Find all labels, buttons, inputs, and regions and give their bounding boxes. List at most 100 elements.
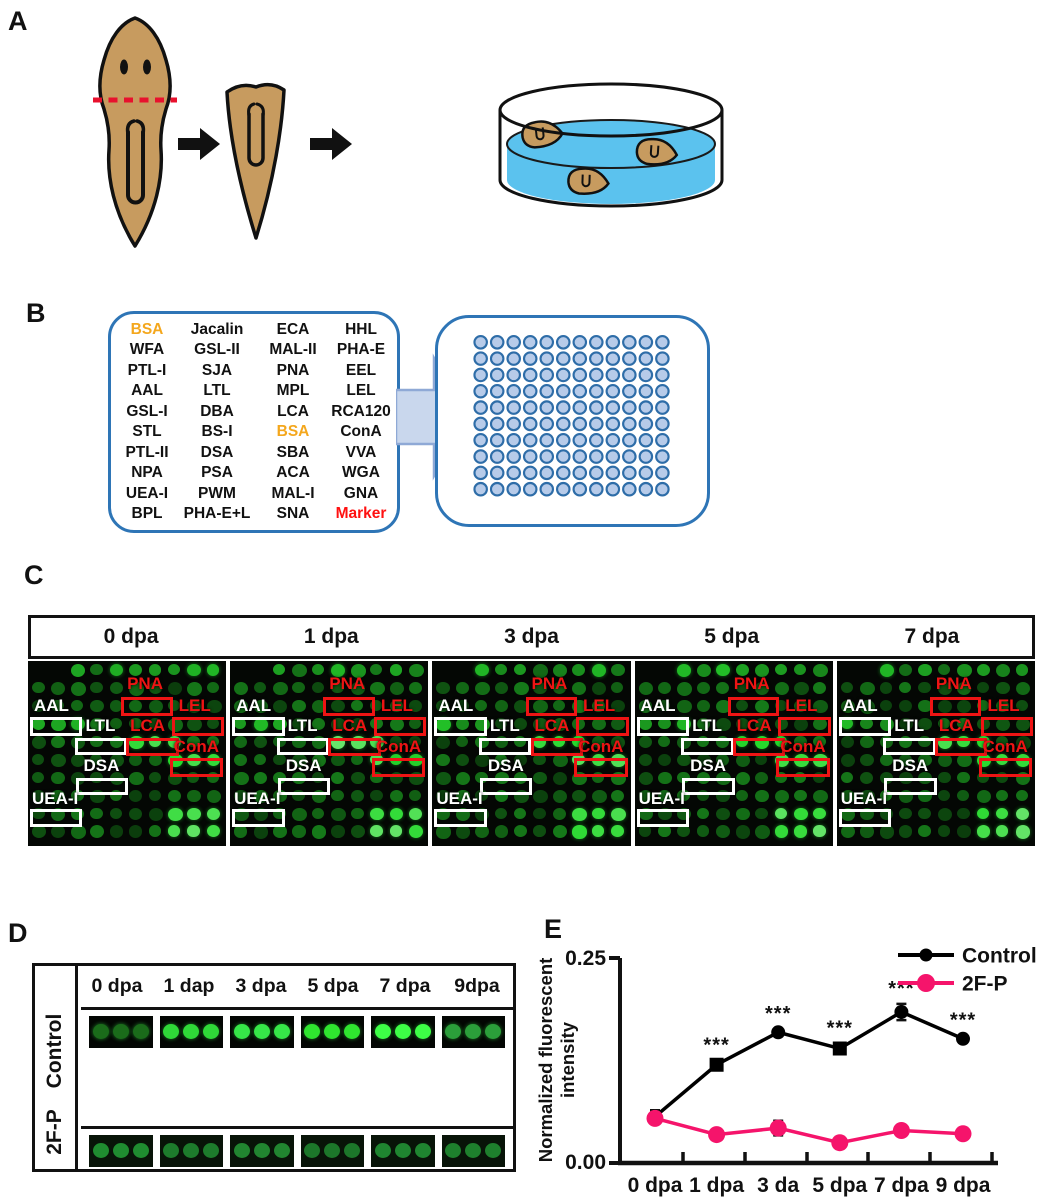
- plate-well: [473, 367, 488, 383]
- microarray-dot: [755, 681, 770, 695]
- data-point: [708, 1126, 726, 1144]
- microarray-dot: [292, 717, 307, 731]
- plate-well: [473, 416, 488, 432]
- microarray-dot: [533, 717, 549, 732]
- microarray-dot: [167, 825, 181, 837]
- planarian-whole: [93, 16, 177, 248]
- lca-label: LCA: [534, 716, 570, 736]
- microarray-dot: [408, 735, 422, 748]
- microarray-dot: [273, 663, 286, 676]
- microarray-dot: [331, 717, 346, 732]
- timepoint-label: 3 dpa: [504, 625, 559, 648]
- microarray-dot: [1015, 699, 1028, 712]
- microarray-dot: [533, 789, 549, 804]
- microarray-dot: [167, 717, 183, 732]
- microarray-dot: [696, 825, 710, 837]
- microarray-image: PNA AAL LEL LTL LCA ConA DSA UEA-I: [432, 661, 631, 846]
- data-point: [894, 1004, 909, 1019]
- data-point: [956, 1031, 970, 1046]
- plate-well: [489, 465, 505, 481]
- timepoint-label: 1 dpa: [303, 625, 359, 648]
- timepoint-header: 0 dpa 1 dpa 3 dpa 5 dpa 7 dpa: [28, 615, 1035, 659]
- plate-well: [506, 432, 521, 448]
- microarray-dot: [611, 663, 625, 677]
- microarray-dot: [206, 735, 220, 748]
- plate-well: [522, 367, 538, 383]
- plate-well: [605, 449, 621, 464]
- microarray-dot: [90, 663, 103, 676]
- microarray-dot: [206, 699, 222, 714]
- lectin-name: GSL-I: [126, 402, 168, 420]
- plate-well: [638, 449, 654, 464]
- pna-label: PNA: [531, 673, 568, 693]
- microarray-dot: [735, 681, 749, 694]
- microarray-dot: [677, 789, 691, 802]
- dotblot-dot: [273, 1024, 290, 1039]
- microarray-dot: [436, 771, 451, 785]
- plate-well: [572, 465, 588, 481]
- panel-a-letter: A: [8, 6, 28, 36]
- microarray-dot: [735, 771, 751, 786]
- lectin-name: BS-I: [201, 423, 233, 441]
- plate-well: [539, 432, 555, 448]
- plate-well: [605, 351, 621, 366]
- microarray-dot: [957, 771, 970, 784]
- microarray-dot: [552, 771, 568, 785]
- microarray-dot: [1015, 663, 1029, 676]
- plate-well: [589, 400, 604, 415]
- plate-well: [522, 481, 538, 497]
- dotblot-dot: [465, 1024, 482, 1039]
- plate-well: [539, 481, 555, 497]
- microarray-dot: [552, 789, 567, 803]
- dotblot-box: [441, 1015, 505, 1048]
- microarray-dot: [735, 735, 748, 747]
- plate-well: [473, 432, 488, 448]
- microarray-dot: [90, 825, 105, 839]
- plate-well: [655, 400, 670, 415]
- dotblot-dot: [304, 1143, 321, 1158]
- microarray-dot: [572, 681, 587, 695]
- microarray-dot: [253, 717, 269, 732]
- plate-well: [473, 400, 488, 415]
- dish-fragment: [635, 137, 679, 166]
- microarray-dot: [611, 717, 625, 731]
- microarray-dot: [996, 807, 1009, 819]
- microarray-dot: [793, 807, 808, 821]
- microarray-dot: [774, 663, 787, 676]
- microarray-dot: [436, 789, 450, 802]
- data-point: [831, 1134, 849, 1152]
- treated-dot-strip: [81, 1126, 513, 1172]
- dotblot-dot: [374, 1024, 391, 1039]
- dotblot-dot: [485, 1143, 502, 1158]
- microarray-dot: [148, 825, 161, 837]
- microarray-dot: [455, 717, 469, 730]
- aal-highlight-box: [636, 717, 690, 736]
- plate-well: [572, 400, 588, 415]
- plate-well: [605, 465, 621, 481]
- microarray-dot: [957, 681, 972, 695]
- plate-well: [489, 449, 505, 464]
- microarray-dot: [90, 717, 105, 732]
- cona-label: ConA: [578, 736, 624, 756]
- microarray-dot: [716, 807, 730, 820]
- microarray-dot: [591, 699, 606, 713]
- microarray-dot: [976, 825, 991, 838]
- microarray-dot: [109, 789, 123, 802]
- microarray-dot: [206, 717, 220, 730]
- plate-well: [605, 416, 621, 432]
- dotblot-box: [230, 1134, 294, 1167]
- microarray-dot: [31, 789, 46, 802]
- lectin-name: LTL: [203, 382, 231, 400]
- microarray-dot: [937, 825, 951, 838]
- plate-well: [506, 465, 521, 481]
- dotblot-dot: [394, 1024, 411, 1039]
- petri-dish: [498, 82, 724, 208]
- microarray-dot: [389, 699, 404, 713]
- microarray-dot: [455, 699, 470, 713]
- microarray-dot: [657, 771, 672, 785]
- microarray-dot: [840, 699, 856, 714]
- microarray-dot: [350, 807, 364, 820]
- microarray-dot: [755, 699, 770, 714]
- microarray-dot: [572, 735, 585, 748]
- microarray-dot: [273, 807, 286, 820]
